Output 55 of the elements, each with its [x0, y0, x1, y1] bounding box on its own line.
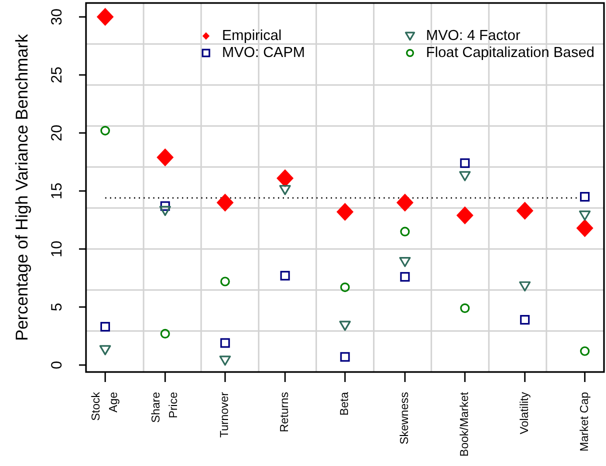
point — [516, 202, 534, 220]
point — [220, 276, 230, 286]
point — [460, 158, 470, 168]
point — [280, 270, 290, 280]
y-tick-label: 25 — [48, 66, 66, 84]
x-tick-label: Book/Market — [458, 391, 471, 457]
point — [96, 8, 114, 26]
y-tick-label: 5 — [48, 302, 66, 312]
y-tick-label: 15 — [48, 182, 66, 200]
point — [220, 338, 230, 348]
point — [339, 320, 351, 331]
x-tick-label: Turnover — [219, 392, 232, 438]
point — [279, 185, 291, 196]
point — [580, 346, 590, 356]
point — [219, 356, 231, 366]
point — [459, 171, 471, 182]
x-tick-label: Volatility — [518, 392, 531, 434]
point — [216, 194, 234, 212]
point — [396, 194, 414, 212]
legend-label: Float Capitalization Based — [426, 45, 594, 61]
y-tick-label: 0 — [48, 360, 66, 370]
legend-label: MVO: 4 Factor — [426, 28, 520, 44]
x-tick-label: Beta — [339, 391, 351, 416]
point — [156, 148, 174, 166]
point — [399, 256, 411, 268]
point — [519, 281, 531, 292]
x-tick-label: Stock Age — [90, 392, 120, 421]
x-tick-label: Skewness — [398, 392, 411, 444]
y-tick-label: 10 — [48, 240, 66, 258]
point — [580, 192, 590, 202]
point — [400, 272, 410, 282]
y-axis-title: Percentage of High Variance Benchmark — [12, 34, 32, 341]
legend-label: MVO: CAPM — [222, 45, 305, 61]
point — [520, 314, 530, 325]
y-tick-label: 20 — [48, 124, 66, 142]
x-tick-label: Market Cap — [578, 392, 591, 452]
point — [579, 210, 591, 221]
point — [159, 206, 171, 216]
point — [160, 201, 170, 211]
point — [160, 328, 170, 339]
y-tick-label: 30 — [48, 8, 66, 26]
point — [460, 303, 470, 313]
point — [456, 206, 474, 224]
legend-label: Empirical — [222, 28, 282, 44]
point — [336, 202, 354, 221]
x-tick-label: Share Price — [150, 392, 180, 423]
point — [340, 352, 350, 362]
point — [400, 226, 410, 236]
point — [340, 282, 350, 292]
point — [100, 126, 110, 136]
x-tick-label: Returns — [279, 392, 292, 432]
point — [576, 219, 594, 238]
point — [100, 322, 110, 332]
point — [276, 169, 294, 188]
point — [99, 345, 111, 356]
